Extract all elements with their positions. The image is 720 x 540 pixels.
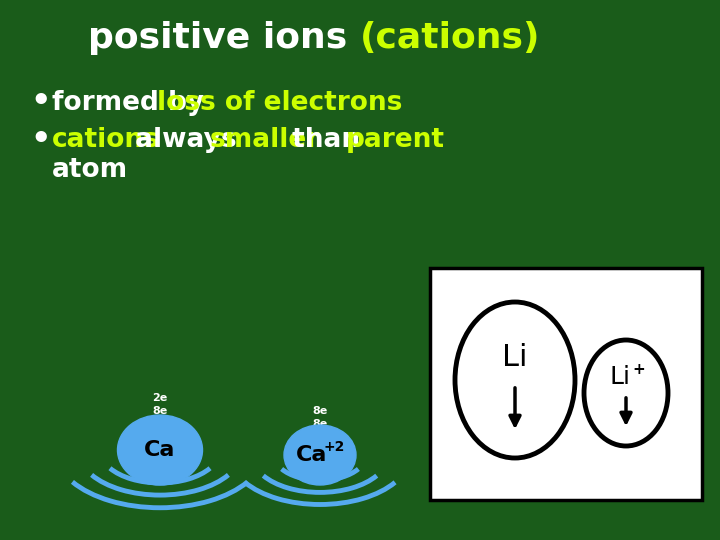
Text: always: always xyxy=(125,127,246,153)
Text: loss of electrons: loss of electrons xyxy=(157,90,402,116)
Text: Ca: Ca xyxy=(144,440,176,460)
Text: 2e: 2e xyxy=(153,393,168,403)
Ellipse shape xyxy=(284,425,356,485)
Text: parent: parent xyxy=(346,127,445,153)
Bar xyxy=(430,268,702,500)
Text: +: + xyxy=(633,361,645,376)
Text: (cations): (cations) xyxy=(360,21,541,55)
Text: 8e: 8e xyxy=(153,418,168,428)
Text: positive ions: positive ions xyxy=(88,21,360,55)
Text: smaller: smaller xyxy=(210,127,320,153)
Text: atom: atom xyxy=(52,157,128,183)
Text: +2: +2 xyxy=(323,440,345,454)
Text: •: • xyxy=(30,87,50,118)
Text: Li: Li xyxy=(610,365,631,389)
Text: •: • xyxy=(30,125,50,156)
Text: 8e: 8e xyxy=(153,406,168,416)
Ellipse shape xyxy=(117,415,202,485)
Text: Li: Li xyxy=(503,343,528,373)
Text: 2e: 2e xyxy=(153,430,168,440)
Text: than: than xyxy=(283,127,369,153)
Text: 2e: 2e xyxy=(312,431,328,441)
Text: formed by: formed by xyxy=(52,90,213,116)
Text: 8e: 8e xyxy=(312,407,328,416)
Ellipse shape xyxy=(584,340,668,446)
Text: Ca: Ca xyxy=(297,445,328,465)
Text: cations: cations xyxy=(52,127,160,153)
Ellipse shape xyxy=(455,302,575,458)
Text: 8e: 8e xyxy=(312,418,328,429)
